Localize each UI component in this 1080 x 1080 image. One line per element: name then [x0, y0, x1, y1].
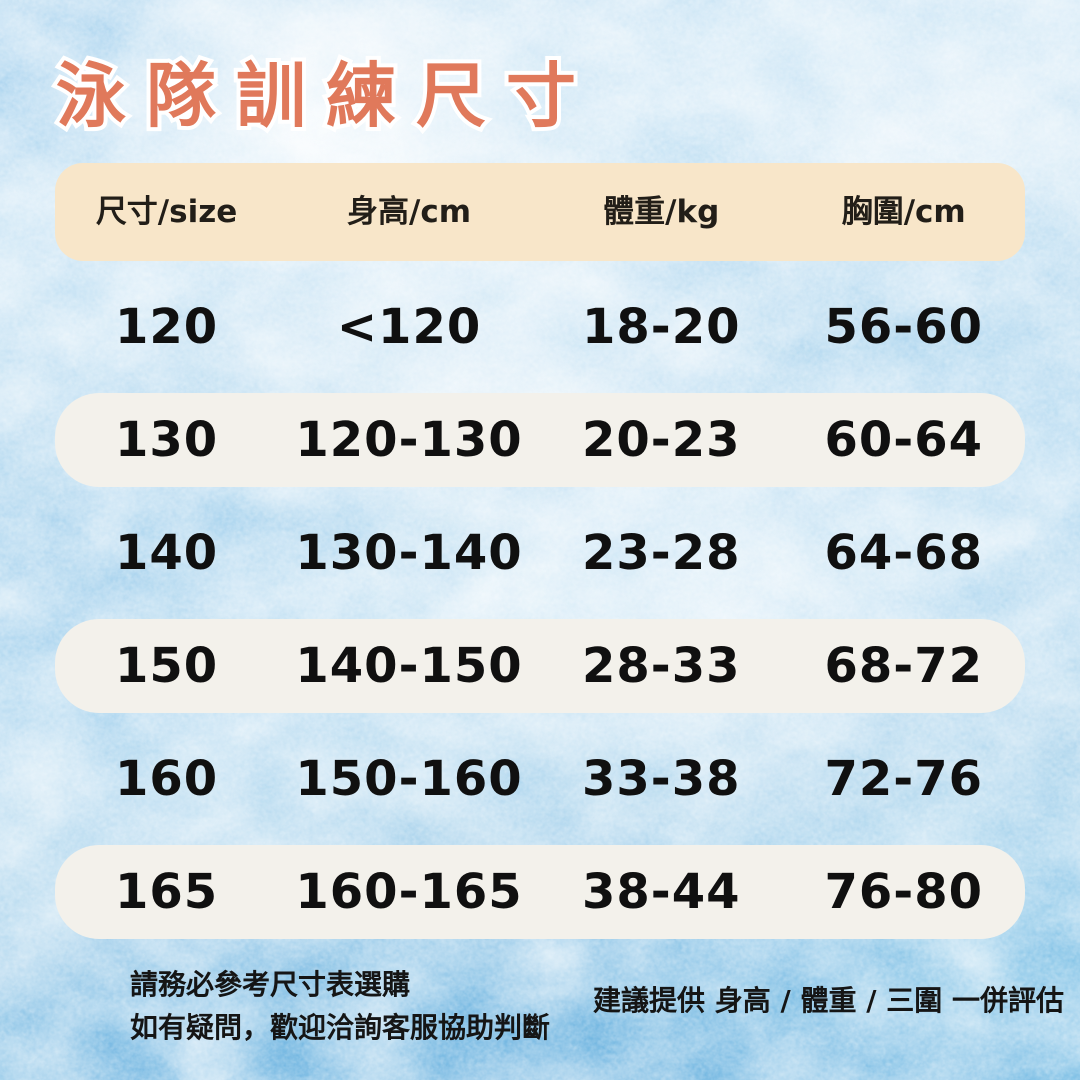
height-cell: 130-140 [295, 525, 523, 581]
size-table: 尺寸/size 身高/cm 體重/kg 胸圍/cm 120 <120 18-20… [55, 163, 1025, 939]
column-header-size: 尺寸/size [95, 193, 238, 230]
weight-cell: 28-33 [581, 638, 741, 694]
footer-note-line2: 如有疑問，歡迎洽詢客服協助判斷 [130, 1011, 551, 1045]
footer-purchase-note: 請務必參考尺寸表選購 如有疑問，歡迎洽詢客服協助判斷 [130, 963, 550, 1050]
table-row: 120 <120 18-20 56-60 [55, 280, 1025, 374]
size-cell: 150 [114, 638, 219, 694]
weight-cell: 33-38 [581, 751, 741, 807]
weight-cell: 38-44 [581, 864, 741, 920]
column-header-height: 身高/cm [347, 193, 472, 230]
chest-cell: 64-68 [824, 525, 983, 581]
table-row: 140 130-140 23-28 64-68 [55, 506, 1025, 600]
column-header-weight: 體重/kg [603, 193, 720, 230]
size-cell: 120 [114, 299, 219, 355]
footer-note-line1: 請務必參考尺寸表選購 [130, 968, 411, 1001]
chest-cell: 68-72 [824, 638, 983, 694]
table-row: 150 140-150 28-33 68-72 [55, 619, 1025, 713]
page-title: 泳隊訓練尺寸 [52, 51, 596, 141]
weight-cell: 20-23 [581, 412, 741, 468]
height-cell: 150-160 [295, 751, 523, 807]
chest-cell: 72-76 [824, 751, 983, 807]
size-cell: 165 [114, 864, 219, 920]
weight-cell: 18-20 [581, 299, 741, 355]
column-header-chest: 胸圍/cm [841, 193, 966, 230]
footer-measure-advice: 建議提供 身高 / 體重 / 三圍 一併評估 [593, 984, 1064, 1017]
height-cell: 120-130 [295, 412, 523, 468]
weight-cell: 23-28 [581, 525, 741, 581]
size-cell: 130 [114, 412, 219, 468]
table-header-row: 尺寸/size 身高/cm 體重/kg 胸圍/cm [55, 163, 1025, 261]
height-cell: 140-150 [295, 638, 523, 694]
table-row: 130 120-130 20-23 60-64 [55, 393, 1025, 487]
table-row: 160 150-160 33-38 72-76 [55, 732, 1025, 826]
chest-cell: 76-80 [824, 864, 983, 920]
size-cell: 140 [114, 525, 219, 581]
chest-cell: 56-60 [824, 299, 983, 355]
height-cell: <120 [336, 299, 482, 355]
chest-cell: 60-64 [824, 412, 983, 468]
height-cell: 160-165 [295, 864, 523, 920]
table-row: 165 160-165 38-44 76-80 [55, 845, 1025, 939]
size-cell: 160 [114, 751, 219, 807]
